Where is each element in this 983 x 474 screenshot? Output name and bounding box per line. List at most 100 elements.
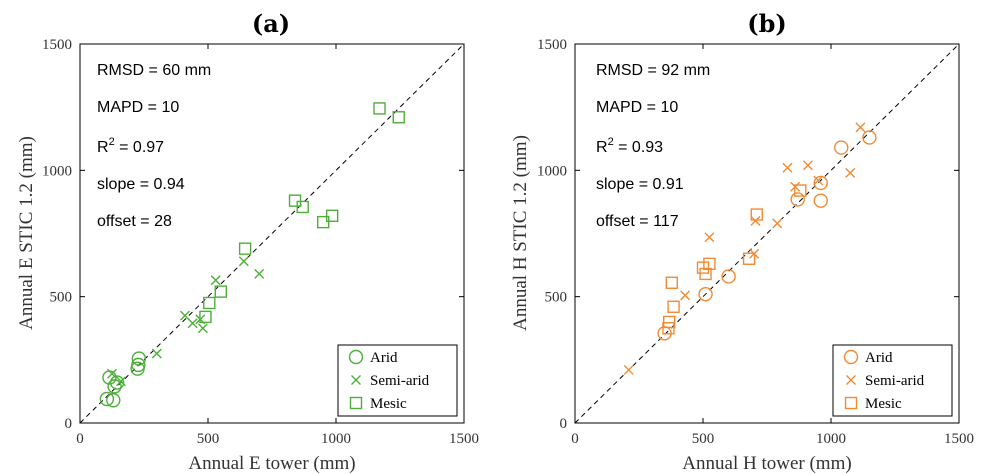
panel-a-mapd: MAPD = 10 xyxy=(97,99,179,116)
arid-point xyxy=(131,351,147,366)
legend-label-mesic: Mesic xyxy=(370,396,407,412)
panel-b-y-axis-label: Annual H STIC 1.2 (mm) xyxy=(510,135,531,331)
x-tick-label: 1500 xyxy=(449,431,479,447)
mesic-point xyxy=(794,184,807,197)
semi-arid-point xyxy=(151,348,162,359)
panel-a-legend-box xyxy=(337,344,458,417)
semi-arid-point xyxy=(187,318,198,329)
panel-a-ticks: 0 500 1000 1500 0 500 1000 1500 xyxy=(42,37,479,447)
arid-point xyxy=(131,357,146,373)
semi-arid-point xyxy=(107,368,117,379)
x-tick-label: 1500 xyxy=(944,431,974,447)
semi-arid-point xyxy=(238,256,249,267)
panel-b-legend: Arid Semi-arid Mesic xyxy=(832,344,953,417)
semi-arid-point xyxy=(179,310,190,321)
semi-arid-point xyxy=(772,218,783,229)
mesic-point xyxy=(238,242,252,255)
y-tick-label: 1500 xyxy=(42,37,72,53)
x-tick-label: 500 xyxy=(692,431,715,447)
panel-b-offset: offset = 117 xyxy=(596,213,679,230)
legend-label-semi-arid: Semi-arid xyxy=(370,373,430,389)
panel-b-rmsd: RMSD = 92 mm xyxy=(596,62,710,79)
x-tick-label: 1000 xyxy=(321,431,351,447)
panel-a: (a) 0 500 1000 1500 0 500 1000 1500 RMSD = 60 m… xyxy=(16,9,479,474)
panel-a-markers xyxy=(99,102,405,408)
mesic-point xyxy=(203,296,216,310)
mesic-point xyxy=(325,209,339,223)
y-tick-label: 1000 xyxy=(42,163,72,179)
semi-arid-point xyxy=(254,268,265,279)
mesic-point xyxy=(663,315,676,329)
x-tick-label: 0 xyxy=(76,431,84,447)
panel-b-mapd: MAPD = 10 xyxy=(596,99,678,116)
legend-symbol-semi-arid xyxy=(351,375,361,385)
mesic-point xyxy=(742,252,756,265)
legend-symbol-arid xyxy=(843,349,859,365)
arid-point xyxy=(109,375,125,390)
semi-arid-point xyxy=(802,160,813,171)
panel-a-title: (a) xyxy=(252,9,290,38)
legend-label-semi-arid: Semi-arid xyxy=(865,373,925,389)
mesic-point xyxy=(317,215,330,229)
arid-point xyxy=(813,175,828,191)
legend-symbol-arid xyxy=(348,349,364,365)
mesic-point xyxy=(392,111,405,124)
mesic-point xyxy=(703,257,716,271)
panel-b-legend-items: Arid Semi-arid Mesic xyxy=(843,349,925,412)
arid-point xyxy=(99,391,115,407)
mesic-point xyxy=(662,322,675,335)
semi-arid-point xyxy=(210,275,221,286)
panel-b-axes-frame xyxy=(574,43,960,424)
semi-arid-point xyxy=(704,232,715,243)
panel-b-r2: R2 = 0.93 xyxy=(596,136,663,156)
arid-point xyxy=(813,193,828,208)
mesic-point xyxy=(373,102,386,115)
arid-point xyxy=(698,286,713,302)
semi-arid-point xyxy=(115,376,126,387)
panel-a-slope: slope = 0.94 xyxy=(97,176,185,193)
mesic-point xyxy=(696,261,710,274)
semi-arid-point xyxy=(680,290,691,301)
panel-a-legend: Arid Semi-arid Mesic xyxy=(337,344,458,417)
semi-arid-point xyxy=(197,323,208,334)
arid-point xyxy=(862,130,877,145)
mesic-point xyxy=(667,300,680,313)
semi-arid-point xyxy=(855,122,866,133)
mesic-point xyxy=(750,208,763,221)
mesic-point xyxy=(214,285,228,298)
panel-a-legend-items: Arid Semi-arid Mesic xyxy=(348,349,430,412)
panel-a-rmsd: RMSD = 60 mm xyxy=(97,62,211,79)
panel-b: (b) 0 500 1000 1500 0 500 1000 1500 RMSD = 92 m… xyxy=(510,9,974,474)
arid-point xyxy=(106,393,121,408)
panel-a-stats: RMSD = 60 mm MAPD = 10 R2 = 0.97 slope =… xyxy=(97,62,211,230)
y-tick-label: 500 xyxy=(50,290,73,306)
y-tick-label: 500 xyxy=(545,290,568,306)
panel-b-title: (b) xyxy=(747,9,787,38)
arid-point xyxy=(790,192,805,207)
mesic-point xyxy=(296,200,309,214)
semi-arid-point xyxy=(782,162,793,173)
panel-a-x-axis-label: Annual E tower (mm) xyxy=(188,453,355,474)
mesic-point xyxy=(699,267,712,281)
semi-arid-point xyxy=(750,215,761,226)
panel-a-r2: R2 = 0.97 xyxy=(97,136,164,156)
panel-a-y-axis-label: Annual E STIC 1.2 (mm) xyxy=(16,136,37,330)
panel-b-slope: slope = 0.91 xyxy=(596,176,684,193)
legend-symbol-mesic xyxy=(844,396,858,410)
panel-b-legend-box xyxy=(832,344,953,417)
y-tick-label: 0 xyxy=(560,416,568,432)
x-tick-label: 0 xyxy=(571,431,579,447)
legend-label-arid: Arid xyxy=(370,350,398,366)
panel-b-x-axis-label: Annual H tower (mm) xyxy=(682,453,851,474)
mesic-point xyxy=(288,194,302,207)
y-tick-label: 1500 xyxy=(537,37,567,53)
x-tick-label: 1000 xyxy=(816,431,846,447)
y-tick-label: 1000 xyxy=(537,163,567,179)
legend-label-mesic: Mesic xyxy=(865,396,902,412)
panel-b-stats: RMSD = 92 mm MAPD = 10 R2 = 0.93 slope =… xyxy=(596,62,710,230)
legend-label-arid: Arid xyxy=(865,350,893,366)
arid-point xyxy=(107,379,122,394)
x-tick-label: 500 xyxy=(197,431,220,447)
semi-arid-point xyxy=(623,364,634,375)
mesic-point xyxy=(665,276,678,289)
